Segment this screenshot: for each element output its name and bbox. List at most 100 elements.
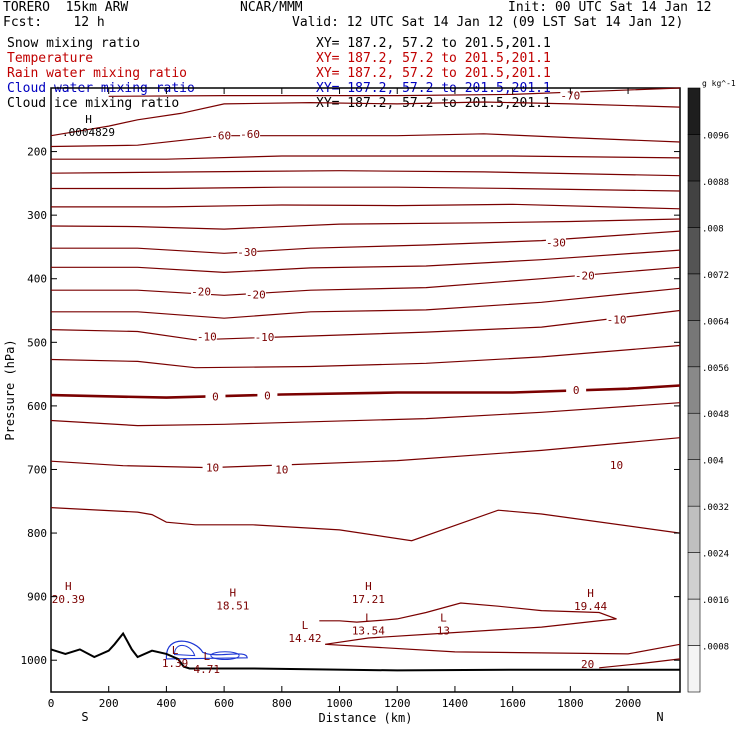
contour-label: 10 (206, 462, 219, 475)
colorbar-unit: g kg^-1 (702, 79, 736, 88)
isotherm-line (599, 658, 681, 669)
extremum-symbol: H (65, 580, 72, 593)
y-tick-label: 500 (27, 336, 47, 349)
contour-label-bg (237, 246, 258, 258)
contour-label-bg (196, 330, 217, 342)
isotherm-line (108, 87, 681, 97)
colorbar-tick-label: .0008 (702, 643, 729, 653)
contour-label-bg (606, 313, 627, 325)
x-tick-label: 1000 (326, 697, 353, 710)
x-tick-label: 200 (99, 697, 119, 710)
isotherm-line (50, 170, 681, 177)
extremum-value: 14.42 (288, 632, 321, 645)
field-xy-range: XY= 187.2, 57.2 to 201.5,201.1 (316, 36, 551, 51)
contour-label-bg (254, 331, 275, 343)
y-tick-label: 600 (27, 400, 47, 413)
colorbar-segment (687, 134, 701, 182)
isotherm-line (50, 402, 681, 427)
contour-label: -60 (240, 128, 260, 141)
isotherm-line (50, 218, 681, 230)
extremum-symbol: H (85, 113, 92, 126)
contour-label: 10 (275, 463, 288, 476)
extremum-symbol: L (365, 611, 372, 624)
model-name: TORERO 15km ARW (3, 0, 129, 15)
extremum-symbol: L (302, 619, 309, 632)
y-tick-label: 900 (27, 591, 47, 604)
contour-label: 10 (610, 459, 623, 472)
center-name: NCAR/MMM (240, 0, 303, 15)
isotherm-line (51, 266, 681, 296)
colorbar-segment (687, 366, 701, 414)
extremum-value: 1.39 (162, 657, 189, 670)
isotherm-line (50, 309, 681, 341)
extremum-value: 4.71 (194, 663, 221, 676)
plot-frame (50, 87, 681, 693)
contour-label-bg (574, 269, 595, 281)
isotherm-line (51, 230, 681, 254)
isotherm-line (50, 507, 681, 542)
x-tick-label: 2000 (615, 697, 642, 710)
colorbar-segment (687, 273, 701, 321)
contour-label-bg (240, 127, 261, 139)
contour-label: -30 (237, 246, 257, 259)
contour-label: -20 (246, 289, 266, 302)
x-tick-label: 0 (48, 697, 55, 710)
contour-label-bg (271, 463, 292, 475)
field-label: Temperature (7, 51, 94, 66)
isotherm-line (51, 155, 681, 160)
extremum-value: 13.54 (352, 624, 385, 637)
extremum-symbol: H (229, 587, 236, 600)
colorbar-segment (687, 180, 701, 228)
contour-label: -10 (607, 313, 627, 326)
contour-label-bg (191, 285, 212, 297)
contour-label-bg (560, 89, 581, 101)
extremum-value: 13 (437, 624, 450, 637)
colorbar-tick-label: .0024 (702, 550, 729, 560)
y-axis-title: Pressure (hPa) (3, 339, 17, 440)
contour-label: 0 (573, 384, 580, 397)
extremum-symbol: H (365, 580, 372, 593)
colorbar-tick-label: .008 (702, 224, 724, 234)
colorbar-segment (687, 459, 701, 507)
field-xy-range: XY= 187.2, 57.2 to 201.5,201.1 (316, 66, 551, 81)
contour-label-bg (566, 384, 587, 395)
contour-label: -30 (546, 236, 566, 249)
x-tick-label: 1600 (499, 697, 526, 710)
isotherm-line (51, 203, 681, 210)
isotherm-line (319, 602, 681, 655)
isotherm-line (51, 287, 681, 319)
x-tick-label: 1400 (442, 697, 469, 710)
endpoint-right: N (656, 710, 663, 724)
y-tick-label: 400 (27, 273, 47, 286)
colorbar-segment (687, 552, 701, 600)
x-tick-label: 600 (214, 697, 234, 710)
contour-label-bg (577, 658, 598, 670)
extremum-value: 17.21 (352, 593, 385, 606)
contour-label-bg (545, 236, 566, 248)
colorbar-tick-label: .0056 (702, 364, 729, 374)
colorbar-tick-label: .0096 (702, 131, 729, 141)
init-time: Init: 00 UTC Sat 14 Jan 12 (508, 0, 712, 15)
colorbar-tick-label: .0088 (702, 178, 729, 188)
isotherm-line (50, 133, 681, 148)
field-label: Snow mixing ratio (7, 36, 141, 51)
field-label: Rain water mixing ratio (7, 66, 188, 81)
contour-label: -10 (255, 331, 275, 344)
forecast-hour: Fcst: 12 h (3, 15, 105, 30)
cloud-water-contour (173, 644, 196, 657)
colorbar-segment (687, 320, 701, 368)
x-tick-label: 400 (156, 697, 176, 710)
valid-time: Valid: 12 UTC Sat 14 Jan 12 (09 LST Sat … (292, 15, 684, 30)
contour-label-bg (202, 461, 223, 473)
isotherm-line (50, 384, 681, 399)
contour-label-bg (205, 390, 226, 402)
contour-label-bg (211, 129, 232, 141)
x-axis-title: Distance (km) (319, 711, 413, 725)
x-tick-label: 1800 (557, 697, 584, 710)
endpoint-left: S (81, 710, 88, 724)
contour-label: 0 (264, 390, 271, 403)
extremum-value: 18.51 (216, 600, 249, 613)
x-tick-label: 1200 (384, 697, 411, 710)
colorbar-segment (687, 645, 701, 693)
